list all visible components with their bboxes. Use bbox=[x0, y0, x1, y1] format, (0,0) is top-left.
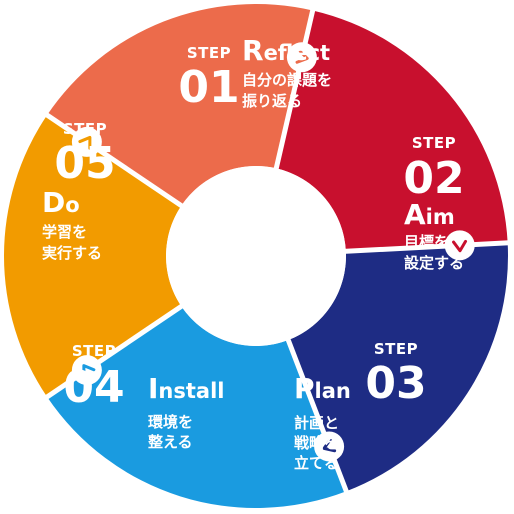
step-04: STEP 04 Install 環境を 整える bbox=[63, 342, 224, 451]
segment-divider bbox=[343, 240, 512, 254]
step-01: STEP 01 Reflect 自分の課題を 振り返る bbox=[178, 34, 332, 113]
step-05-arrow-circle bbox=[71, 355, 102, 386]
step-02-number: 02 bbox=[403, 153, 464, 204]
step-02: STEP 02 Aim 目標を 設定する bbox=[403, 134, 464, 272]
step-03-desc-line-2: 戦略を bbox=[294, 434, 339, 452]
step-05: STEP 05 Do 学習を 実行する bbox=[42, 120, 116, 262]
segment-divider bbox=[42, 303, 185, 402]
step-04-word: Install bbox=[148, 372, 224, 405]
step-01-label: STEP bbox=[187, 44, 231, 62]
step-01-arrow-circle bbox=[71, 126, 102, 157]
step-01-number: 01 bbox=[178, 62, 239, 113]
step-02-desc-line-2: 設定する bbox=[404, 254, 464, 272]
step-01-desc-line-2: 振り返る bbox=[242, 92, 302, 110]
segment-divider bbox=[285, 337, 351, 496]
step-04-arrow-circle bbox=[314, 431, 345, 462]
step-03: STEP 03 Plan 計画と 戦略を 立てる bbox=[294, 340, 427, 472]
step-05-desc-line-1: 学習を bbox=[42, 223, 87, 241]
step-02-label: STEP bbox=[412, 134, 456, 152]
step-01-desc-line-1: 自分の課題を bbox=[242, 71, 332, 89]
chevron-icon bbox=[82, 364, 96, 378]
step-04-number: 04 bbox=[63, 362, 124, 413]
segment-step-02 bbox=[47, 3, 313, 206]
step-03-label: STEP bbox=[374, 340, 418, 358]
step-04-desc-line-1: 環境を bbox=[148, 413, 193, 431]
segment-step-01 bbox=[3, 115, 182, 397]
step-02-arrow-circle bbox=[286, 42, 317, 73]
step-03-desc-line-3: 立てる bbox=[294, 454, 339, 472]
step-02-desc-line-1: 目標を bbox=[404, 233, 449, 251]
step-arrows bbox=[71, 42, 475, 462]
step-05-word: Do bbox=[42, 186, 80, 219]
chevron-icon bbox=[452, 239, 468, 253]
step-02-word: Aim bbox=[404, 198, 455, 231]
step-05-number: 05 bbox=[54, 138, 115, 189]
segment-divider bbox=[273, 5, 317, 171]
step-03-arrow-circle bbox=[444, 230, 475, 261]
step-03-number: 03 bbox=[365, 358, 426, 409]
step-04-label: STEP bbox=[72, 342, 116, 360]
chevron-icon bbox=[322, 438, 337, 453]
chevron-icon bbox=[78, 135, 92, 150]
step-01-word: Reflect bbox=[242, 34, 330, 67]
segment-step-03 bbox=[276, 10, 508, 252]
step-03-word: Plan bbox=[294, 372, 351, 405]
step-05-desc-line-2: 実行する bbox=[42, 244, 102, 262]
step-03-desc-line-1: 計画と bbox=[294, 414, 339, 432]
center-hole bbox=[166, 166, 346, 346]
segment-divider bbox=[42, 110, 185, 209]
segments bbox=[3, 3, 512, 509]
segment-step-04 bbox=[288, 242, 508, 492]
segment-step-05 bbox=[47, 306, 347, 509]
step-05-label: STEP bbox=[63, 120, 107, 138]
chevron-icon bbox=[295, 49, 309, 64]
step-04-desc-line-2: 整える bbox=[148, 433, 193, 451]
